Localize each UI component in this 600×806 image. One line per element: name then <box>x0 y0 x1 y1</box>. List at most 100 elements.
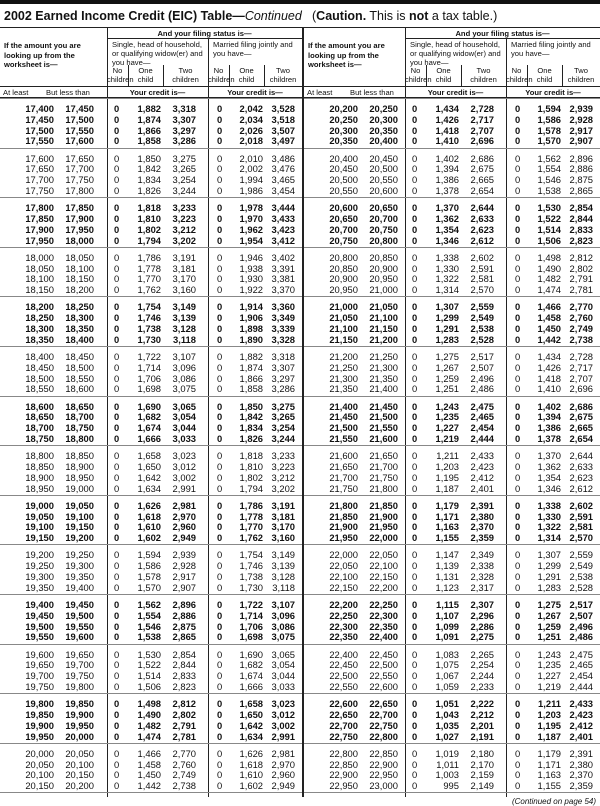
married-two-children-credit: 3,096 <box>271 609 295 621</box>
married-two-children-credit: 3,476 <box>271 163 295 175</box>
at-least-value: 18,550 <box>25 383 54 395</box>
married-no-children-credit: 0 <box>515 372 521 384</box>
single-two-children-credit: 2,654 <box>470 184 494 196</box>
single-two-children-credit: 2,686 <box>470 152 494 164</box>
married-heading: you have— <box>511 49 550 58</box>
single-two-children-credit: 2,317 <box>470 581 494 593</box>
single-one-child-credit: 1,546 <box>137 620 161 632</box>
single-two-children-credit: 2,559 <box>470 301 494 313</box>
married-two-children-credit: 2,549 <box>569 560 593 572</box>
married-no-children-credit: 0 <box>217 174 223 186</box>
married-one-child-credit: 1,506 <box>537 234 561 246</box>
single-two-children-credit: 2,191 <box>470 730 494 742</box>
column-one-child: One <box>239 66 254 75</box>
single-one-child-credit: 1,842 <box>137 163 161 175</box>
at-least-value: 20,850 <box>329 262 358 274</box>
married-one-child-credit: 2,002 <box>239 163 263 175</box>
table-row: 21,900 21,950 0 1,163 2,370 0 1,322 2,581 <box>298 521 600 532</box>
table-row: 21,850 21,900 0 1,171 2,380 0 1,330 2,591 <box>298 511 600 522</box>
at-least-value: 20,200 <box>329 103 358 114</box>
married-two-children-credit: 2,591 <box>569 510 593 522</box>
married-two-children-credit: 3,065 <box>271 648 295 660</box>
married-one-child-credit: 1,163 <box>537 769 561 781</box>
married-no-children-credit: 0 <box>217 322 223 334</box>
at-least-value: 21,050 <box>329 312 358 324</box>
married-one-child-credit: 1,498 <box>537 251 561 263</box>
single-no-children-credit: 0 <box>412 124 418 136</box>
single-no-children-credit: 0 <box>114 769 120 781</box>
married-two-children-credit: 2,865 <box>569 184 593 196</box>
at-least-value: 18,100 <box>25 273 54 285</box>
married-two-children-credit: 3,349 <box>271 312 295 324</box>
at-least-value: 21,250 <box>329 361 358 373</box>
single-one-child-credit: 1,211 <box>436 450 459 462</box>
single-no-children-credit: 0 <box>114 758 120 770</box>
single-no-children-credit: 0 <box>412 609 418 621</box>
column-one-child: child <box>536 75 553 84</box>
single-two-children-credit: 3,012 <box>172 460 196 472</box>
but-less-than-value: 22,550 <box>369 670 398 682</box>
but-less-than-value: 19,400 <box>65 581 94 593</box>
single-one-child-credit: 1,307 <box>435 301 459 313</box>
married-two-children-credit: 2,791 <box>569 273 593 285</box>
married-one-child-credit: 1,330 <box>537 510 561 522</box>
caution-end: a tax table.) <box>428 9 498 23</box>
single-no-children-credit: 0 <box>114 411 120 423</box>
lookup-divider <box>405 27 406 797</box>
married-one-child-credit: 1,538 <box>537 184 561 196</box>
table-row: 20,850 20,900 0 1,330 2,591 0 1,490 2,802 <box>298 263 600 274</box>
single-no-children-credit: 0 <box>412 383 418 395</box>
at-least-value: 22,050 <box>329 560 358 572</box>
but-less-than-value: 17,800 <box>65 184 94 196</box>
single-one-child-credit: 1,706 <box>137 372 161 384</box>
table-row: 17,900 17,950 0 1,802 3,212 0 1,962 3,423 <box>0 224 302 235</box>
table-row: 20,650 20,700 0 1,362 2,633 0 1,522 2,844 <box>298 213 600 224</box>
single-no-children-credit: 0 <box>114 560 120 572</box>
top-rule <box>0 0 600 4</box>
married-one-child-credit: 1,858 <box>239 383 263 395</box>
at-least-value: 20,250 <box>329 113 358 125</box>
at-least-value: 19,100 <box>25 521 54 533</box>
married-two-children-credit: 3,086 <box>271 620 295 632</box>
but-less-than-value: 22,900 <box>369 758 398 770</box>
married-two-children-credit: 2,570 <box>569 532 593 544</box>
single-two-children-credit: 3,002 <box>172 471 196 483</box>
married-no-children-credit: 0 <box>515 113 521 125</box>
at-least-value: 17,850 <box>25 212 54 224</box>
married-two-children-credit: 3,012 <box>271 708 295 720</box>
single-two-children-credit: 2,412 <box>470 471 494 483</box>
married-one-child-credit: 1,978 <box>239 202 263 214</box>
table-row: 18,100 18,150 0 1,770 3,170 0 1,930 3,381 <box>0 273 302 284</box>
row-group: 17,600 17,650 0 1,850 3,275 0 2,010 3,486 17,650… <box>0 147 302 198</box>
at-least-value: 22,350 <box>329 631 358 643</box>
married-no-children-credit: 0 <box>515 223 521 235</box>
table-row: 20,050 20,100 0 1,458 2,760 0 1,618 2,970 <box>0 759 302 770</box>
single-two-children-credit: 2,233 <box>470 680 494 692</box>
table-row: 20,100 20,150 0 1,450 2,749 0 1,610 2,960 <box>0 769 302 780</box>
single-two-children-credit: 2,981 <box>172 499 196 511</box>
col-divider <box>461 65 462 86</box>
but-less-than-value: 18,850 <box>65 450 94 462</box>
married-no-children-credit: 0 <box>217 202 223 214</box>
married-no-children-credit: 0 <box>217 581 223 593</box>
married-no-children-credit: 0 <box>515 532 521 544</box>
married-two-children-credit: 2,823 <box>569 234 593 246</box>
married-no-children-credit: 0 <box>515 521 521 533</box>
married-one-child-credit: 1,754 <box>239 549 263 561</box>
caution-text: This is <box>366 9 410 23</box>
married-no-children-credit: 0 <box>217 135 223 147</box>
at-least-heading: At least <box>3 88 29 97</box>
married-no-children-credit: 0 <box>515 152 521 164</box>
married-two-children-credit: 3,507 <box>271 124 295 136</box>
but-less-than-value: 18,650 <box>65 400 94 412</box>
married-one-child-credit: 1,946 <box>239 251 263 263</box>
single-no-children-credit: 0 <box>114 223 120 235</box>
single-two-children-credit: 3,233 <box>172 202 196 214</box>
married-one-child-credit: 1,674 <box>239 670 263 682</box>
single-two-children-credit: 2,707 <box>470 124 494 136</box>
married-one-child-credit: 1,954 <box>239 234 263 246</box>
single-no-children-credit: 0 <box>412 471 418 483</box>
married-one-child-credit: 1,530 <box>537 202 561 214</box>
married-heading: Married filing jointly and <box>511 40 591 49</box>
at-least-value: 19,250 <box>25 560 54 572</box>
